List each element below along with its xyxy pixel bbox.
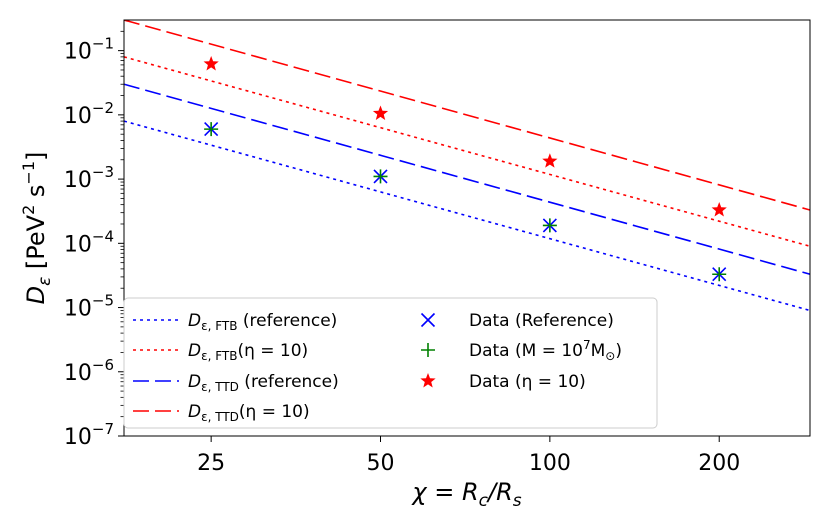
- legend-label: Data (M = 107M⊙): [469, 338, 622, 363]
- legend-label: Dε, FTB(η = 10): [188, 341, 308, 363]
- x-tick-label: 200: [698, 451, 740, 476]
- legend-entry-3: Dε, TTD (reference): [133, 372, 339, 394]
- model-line-4: [124, 20, 810, 211]
- x-axis-title: χ = Rc/Rs: [410, 478, 521, 511]
- axes-frame: [123, 19, 811, 437]
- y-tick-label: 10−3: [64, 163, 114, 193]
- data-point: [542, 218, 557, 233]
- legend-entry-4: Dε, TTD(η = 10): [133, 402, 310, 424]
- data-point: [711, 202, 727, 217]
- y-tick-label: 10−7: [64, 420, 114, 450]
- y-tick-label: 10−1: [64, 35, 114, 65]
- legend: Dε, FTB (reference) Dε, FTB(η = 10) Dε, TT…: [123, 297, 658, 429]
- legend-handle: [420, 373, 436, 388]
- legend-label: Dε, FTB (reference): [188, 311, 337, 333]
- scatter-series-2: [204, 122, 727, 282]
- model-line-3: [124, 83, 810, 276]
- legend-entry-5: Data (Reference): [420, 311, 614, 331]
- x-tick-label: 100: [529, 451, 571, 476]
- legend-entry-7: Data (η = 10): [420, 372, 586, 392]
- legend-entry-1: Dε, FTB (reference): [133, 311, 337, 333]
- legend-handle: [421, 343, 435, 357]
- legend-entry-6: Data (M = 107M⊙): [421, 338, 622, 363]
- y-tick-label: 10−6: [64, 356, 114, 386]
- y-tick-label: 10−5: [64, 292, 114, 322]
- legend-handle: [420, 312, 436, 328]
- y-axis-title: Dε [PeV2 s−1]: [19, 152, 55, 305]
- legend-label: Dε, TTD(η = 10): [188, 402, 310, 424]
- legend-label: Data (Reference): [469, 311, 614, 331]
- data-point: [204, 122, 219, 137]
- legend-label: Dε, TTD (reference): [188, 372, 339, 394]
- plot-area: 25 50 100 200 10−7 10−6 10−5 10−4 10−3 10−2 10−1 χ …: [19, 19, 811, 511]
- model-lines: [124, 20, 810, 312]
- data-point: [203, 55, 219, 71]
- scatter-series-3: [203, 55, 727, 217]
- x-tick-label: 25: [197, 451, 225, 476]
- x-tick-label: 50: [367, 451, 395, 476]
- legend-label: Data (η = 10): [469, 372, 586, 392]
- legend-entry-2: Dε, FTB(η = 10): [133, 341, 308, 363]
- legend-box: [123, 297, 658, 429]
- data-point: [372, 105, 389, 120]
- data-point: [373, 169, 388, 184]
- data-point: [542, 153, 558, 168]
- y-tick-label: 10−2: [64, 99, 114, 129]
- data-point: [712, 267, 727, 282]
- y-tick-label: 10−4: [64, 227, 114, 257]
